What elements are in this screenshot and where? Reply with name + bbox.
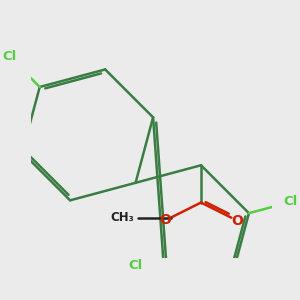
Text: O: O (159, 213, 171, 227)
Text: CH₃: CH₃ (110, 211, 134, 224)
Text: Cl: Cl (128, 259, 142, 272)
Text: Cl: Cl (2, 50, 16, 63)
Text: Cl: Cl (284, 196, 298, 208)
Text: O: O (231, 214, 243, 228)
